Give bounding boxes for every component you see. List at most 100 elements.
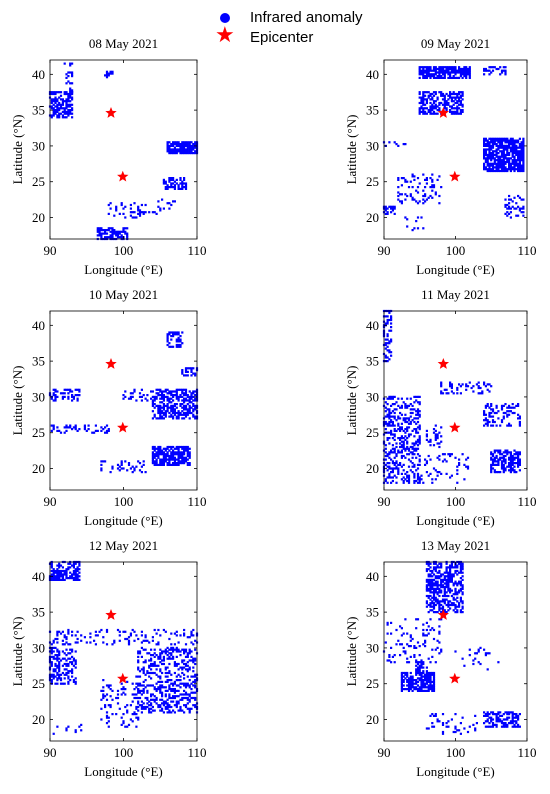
anomaly-point — [386, 408, 389, 411]
anomaly-point — [508, 202, 511, 205]
anomaly-point — [395, 460, 398, 463]
anomaly-point — [491, 454, 495, 458]
anomaly-point — [484, 385, 487, 388]
anomaly-point — [388, 655, 391, 658]
anomaly-point — [432, 582, 436, 585]
anomaly-point — [390, 621, 393, 624]
anomaly-point — [78, 394, 81, 397]
y-tick-label: 35 — [366, 103, 379, 118]
anomaly-point — [461, 568, 464, 571]
anomaly-point — [172, 709, 175, 712]
anomaly-point — [140, 689, 143, 692]
anomaly-point — [508, 424, 511, 427]
anomaly-point — [384, 207, 387, 210]
anomaly-point — [124, 705, 127, 709]
anomaly-point — [518, 153, 521, 156]
anomaly-point — [186, 370, 189, 373]
anomaly-point — [493, 159, 496, 162]
anomaly-point — [164, 689, 167, 692]
anomaly-point — [395, 442, 398, 445]
anomaly-point — [126, 709, 129, 712]
anomaly-point — [186, 707, 189, 710]
anomaly-point — [179, 178, 182, 181]
anomaly-point — [425, 198, 428, 201]
anomaly-point — [120, 230, 123, 233]
anomaly-point — [509, 198, 512, 201]
anomaly-point — [413, 408, 416, 411]
anomaly-point — [493, 141, 496, 144]
anomaly-point — [518, 463, 521, 466]
anomaly-point — [427, 580, 430, 583]
anomaly-point — [162, 182, 165, 185]
anomaly-point — [511, 456, 514, 459]
anomaly-point — [483, 424, 486, 427]
anomaly-point — [502, 404, 505, 407]
anomaly-points — [382, 560, 521, 735]
anomaly-point — [427, 440, 430, 443]
anomaly-point — [490, 159, 493, 162]
anomaly-point — [440, 603, 443, 607]
anomaly-point — [438, 632, 441, 635]
anomaly-point — [509, 462, 512, 465]
anomaly-point — [415, 189, 418, 192]
anomaly-point — [409, 397, 412, 400]
anomaly-point — [173, 661, 176, 664]
anomaly-point — [148, 700, 151, 703]
anomaly-point — [393, 205, 396, 208]
anomaly-point — [456, 71, 459, 74]
anomaly-point — [72, 571, 75, 574]
anomaly-point — [495, 713, 498, 716]
anomaly-point — [506, 211, 509, 214]
anomaly-point — [418, 76, 421, 79]
anomaly-point — [162, 180, 165, 183]
anomaly-point — [449, 569, 452, 573]
anomaly-point — [416, 420, 420, 424]
anomaly-point — [166, 702, 169, 705]
y-tick-label: 35 — [32, 605, 45, 620]
anomaly-point — [96, 227, 99, 230]
anomaly-point — [144, 471, 147, 474]
anomaly-point — [150, 664, 153, 667]
anomaly-point — [493, 66, 496, 69]
anomaly-point — [69, 670, 72, 673]
anomaly-point — [65, 568, 68, 571]
anomaly-point — [172, 150, 175, 153]
anomaly-point — [127, 462, 131, 465]
anomaly-point — [170, 335, 173, 338]
anomaly-point — [490, 456, 493, 459]
anomaly-point — [164, 388, 167, 391]
anomaly-point — [107, 429, 110, 432]
anomaly-point — [170, 415, 173, 418]
anomaly-point — [161, 415, 164, 418]
anomaly-point — [161, 686, 164, 689]
anomaly-point — [390, 395, 393, 398]
anomaly-point — [443, 587, 446, 590]
anomaly-point — [511, 460, 514, 463]
anomaly-point — [483, 410, 486, 413]
anomaly-point — [65, 569, 68, 573]
anomaly-point — [518, 162, 521, 165]
anomaly-point — [458, 571, 461, 574]
anomaly-point — [161, 709, 164, 712]
anomaly-point — [458, 458, 461, 461]
anomaly-point — [459, 566, 462, 569]
anomaly-point — [415, 680, 418, 683]
anomaly-point — [162, 657, 165, 660]
anomaly-point — [159, 401, 162, 404]
anomaly-point — [183, 401, 186, 404]
anomaly-point — [434, 713, 437, 716]
anomaly-point — [183, 628, 186, 632]
anomaly-point — [518, 453, 521, 456]
anomaly-point — [140, 641, 143, 644]
anomaly-point — [416, 216, 420, 219]
anomaly-point — [157, 445, 160, 449]
anomaly-point — [175, 417, 178, 420]
anomaly-point — [107, 725, 110, 728]
anomaly-point — [450, 474, 453, 477]
anomaly-point — [431, 587, 434, 590]
anomaly-point — [400, 677, 403, 680]
anomaly-point — [483, 166, 486, 169]
anomaly-point — [71, 62, 74, 65]
anomaly-point — [454, 598, 457, 601]
anomaly-point — [168, 141, 171, 144]
